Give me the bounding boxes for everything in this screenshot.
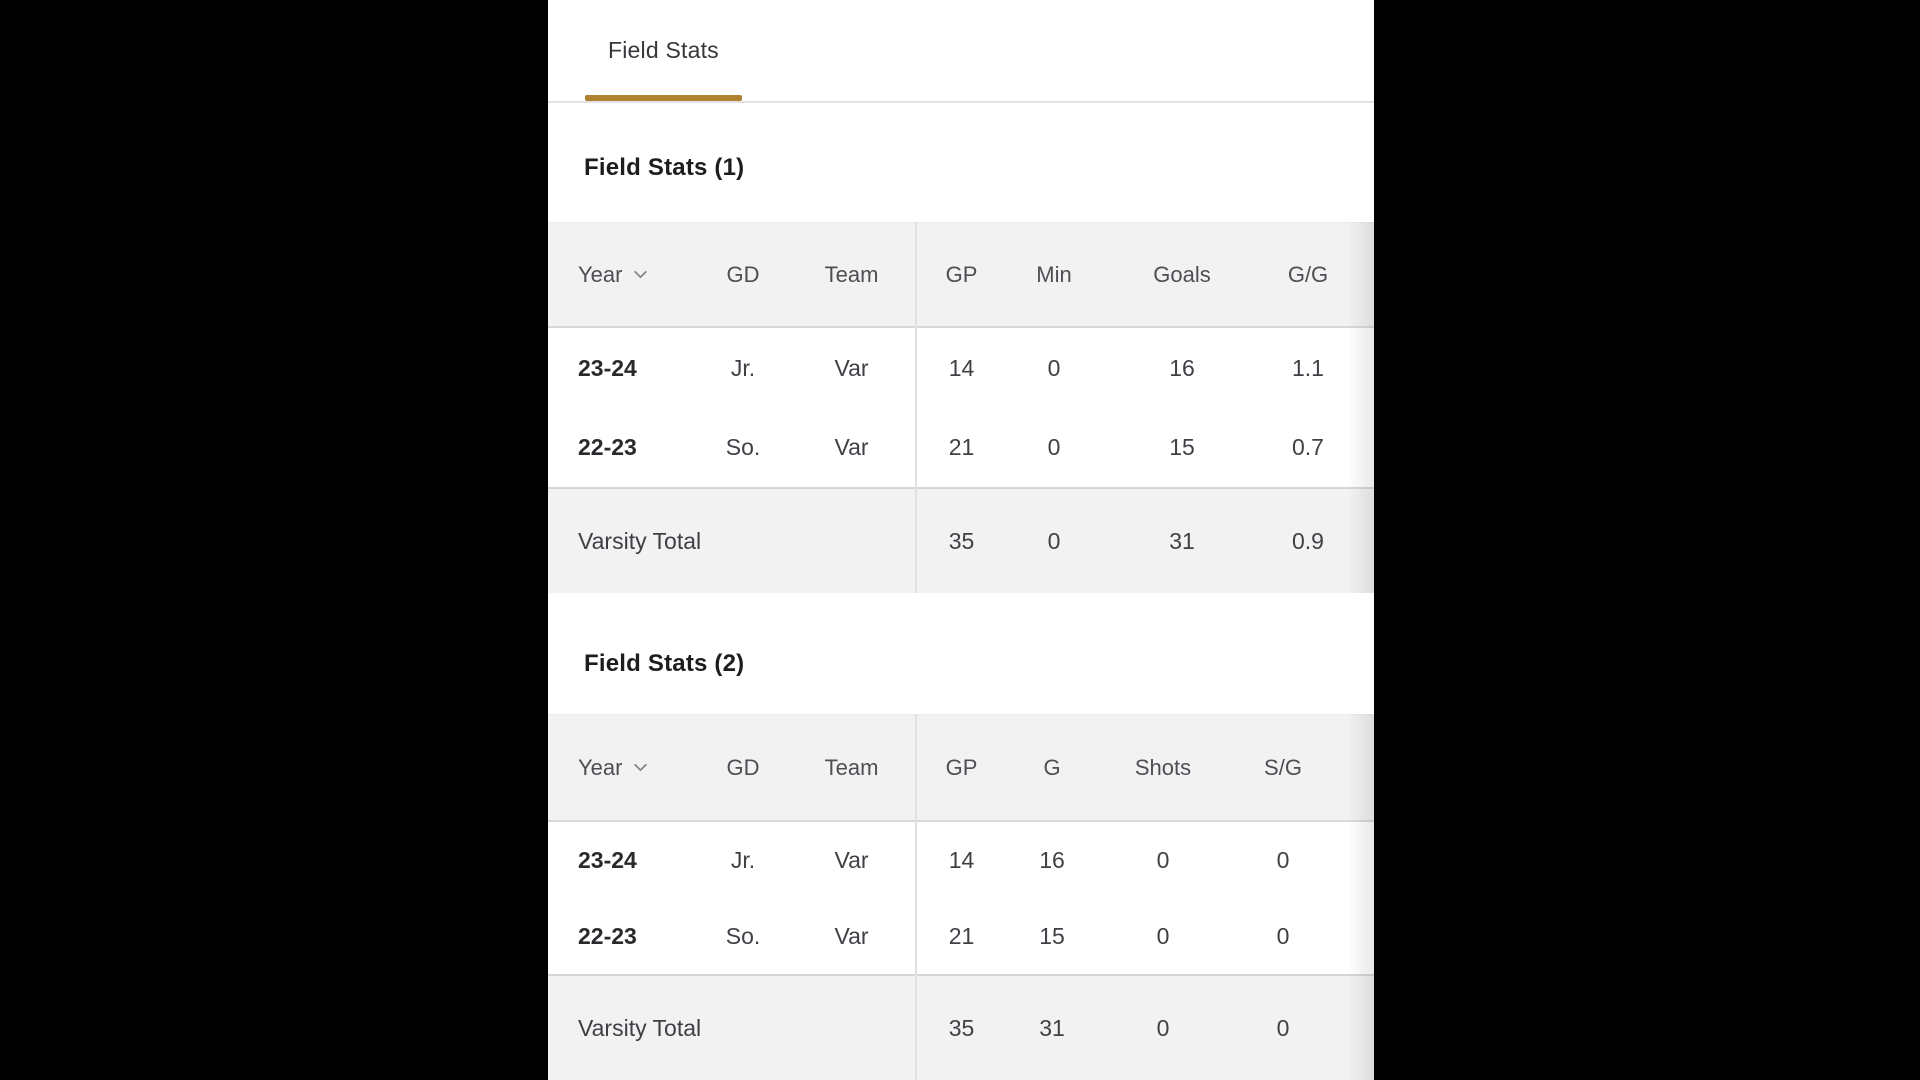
tab-field-stats[interactable]: Field Stats [585,0,742,101]
total-label: Varsity Total [578,1015,702,1041]
total-row: Varsity Total 35 0 31 0.9 [548,489,1374,593]
column-header-goals: Goals [1153,262,1211,287]
field-stats-table-1: Year GD Team GP Min Goals G/G 23-24 Jr. … [548,222,1374,593]
stat-cell-shots: 0 [1156,847,1170,873]
cell-year: 23-24 [578,847,637,873]
table-row: 22-23 So. Var 21 0 15 0.7 [548,408,1374,487]
table-header-row: Year GD Team GP G Shots S/G [548,714,1374,822]
table-header-row: Year GD Team GP Min Goals G/G [548,222,1374,328]
section-title-field-stats-1: Field Stats (1) [584,154,745,181]
total-stat-gp: 35 [948,1015,975,1041]
cell-gd: Jr. [730,847,756,873]
total-row-separator [548,487,1374,489]
stat-cell-min: 0 [1047,355,1061,381]
stats-panel: Field Stats Field Stats (1) Year GD Team… [548,0,1374,1080]
tab-bar: Field Stats [548,0,1374,103]
cell-team: Var [834,847,869,873]
chevron-down-icon [634,763,648,771]
table-row: 22-23 So. Var 21 15 0 0 [548,898,1374,974]
column-header-gd: GD [726,262,760,287]
column-header-year[interactable]: Year [578,223,649,326]
stat-cell-shots: 0 [1156,923,1170,949]
column-group-divider [915,222,917,593]
column-header-year-label: Year [578,262,623,287]
table-row: 23-24 Jr. Var 14 16 0 0 [548,822,1374,898]
section-title-field-stats-2: Field Stats (2) [584,650,745,677]
active-tab-underline [585,95,742,101]
cell-team: Var [834,355,869,381]
stat-cell-g: 15 [1039,923,1065,949]
total-stat-min: 0 [1047,528,1061,554]
cell-year: 22-23 [578,923,637,949]
stat-cell-sg: 0 [1276,923,1290,949]
stat-cell-gp: 21 [948,434,975,460]
cell-team: Var [834,434,869,460]
tab-label: Field Stats [608,37,719,63]
stat-cell-gp: 14 [948,847,975,873]
cell-year: 22-23 [578,434,637,460]
total-row: Varsity Total 35 31 0 0 [548,976,1374,1080]
column-header-year[interactable]: Year [578,715,649,820]
stat-cell-g: 16 [1039,847,1065,873]
stat-cell-gg: 1.1 [1292,355,1324,381]
total-stat-goals: 31 [1169,528,1195,554]
cell-gd: So. [725,434,761,460]
column-header-gg: G/G [1287,262,1329,287]
cell-gd: So. [725,923,761,949]
column-header-gd: GD [726,755,760,780]
field-stats-table-2: Year GD Team GP G Shots S/G 23-24 Jr. Va… [548,714,1374,1080]
table-row: 23-24 Jr. Var 14 0 16 1.1 [548,328,1374,408]
total-stat-shots: 0 [1156,1015,1170,1041]
column-header-g: G [1043,755,1061,780]
column-header-sg: S/G [1264,755,1302,780]
total-label: Varsity Total [578,528,702,554]
stat-cell-sg: 0 [1276,847,1290,873]
stat-cell-gg: 0.7 [1292,434,1324,460]
cell-year: 23-24 [578,355,637,381]
cell-gd: Jr. [730,355,756,381]
column-header-team: Team [824,755,879,780]
total-row-separator [548,974,1374,976]
total-stat-g: 31 [1039,1015,1065,1041]
stat-cell-gp: 14 [948,355,975,381]
chevron-down-icon [634,270,648,278]
stat-cell-gp: 21 [948,923,975,949]
column-header-gp: GP [945,262,978,287]
stat-cell-goals: 15 [1169,434,1195,460]
cell-team: Var [834,923,869,949]
total-stat-sg: 0 [1276,1015,1290,1041]
total-stat-gp: 35 [948,528,975,554]
column-header-team: Team [824,262,879,287]
stat-cell-min: 0 [1047,434,1061,460]
column-header-year-label: Year [578,755,623,780]
column-header-gp: GP [945,755,978,780]
column-header-shots: Shots [1134,755,1192,780]
stat-cell-goals: 16 [1169,355,1195,381]
column-header-min: Min [1036,262,1072,287]
total-stat-gg: 0.9 [1292,528,1324,554]
column-group-divider [915,714,917,1080]
